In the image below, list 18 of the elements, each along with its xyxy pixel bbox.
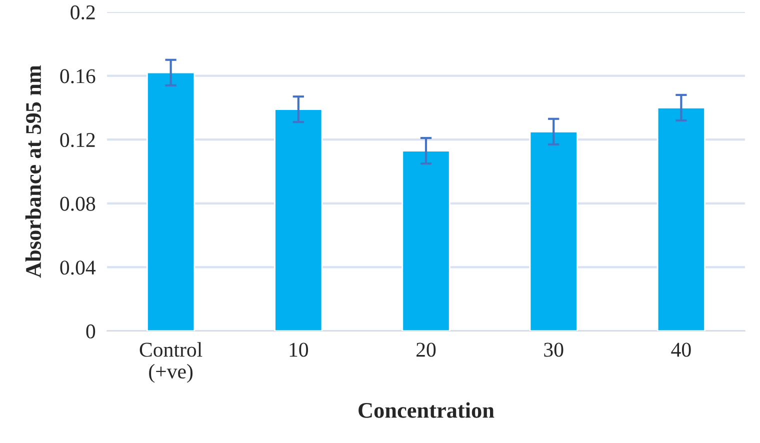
- x-tick-label: 10: [290, 342, 308, 357]
- x-tick-label: Control (+ve): [140, 342, 202, 383]
- bar: [146, 72, 196, 331]
- y-tick-label: 0.08: [60, 196, 96, 211]
- x-tick-label: 40: [671, 342, 691, 357]
- y-tick-label: 0.04: [60, 260, 96, 275]
- bar: [656, 107, 706, 331]
- y-axis-title: Absorbance at 595 nm: [25, 65, 42, 278]
- bar: [402, 150, 450, 331]
- bar: [529, 130, 578, 331]
- x-tick-label: 20: [416, 342, 436, 357]
- y-tick-label: 0.2: [70, 5, 95, 20]
- y-tick-label: 0.16: [60, 69, 96, 84]
- x-axis-title: Concentration: [358, 402, 494, 418]
- y-tick-label: 0.12: [60, 132, 95, 148]
- y-tick-label: 0: [86, 324, 96, 338]
- bar: [274, 108, 323, 331]
- x-tick-label: 30: [544, 342, 564, 357]
